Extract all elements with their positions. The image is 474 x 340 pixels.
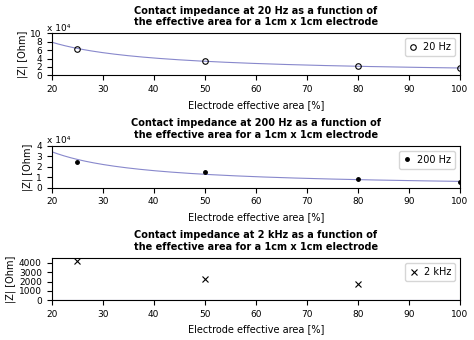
- Legend: 20 Hz: 20 Hz: [405, 38, 455, 56]
- Legend: 200 Hz: 200 Hz: [399, 151, 455, 169]
- Y-axis label: |Z| [Ohm]: |Z| [Ohm]: [23, 143, 33, 190]
- Title: Contact impedance at 200 Hz as a function of
the effective area for a 1cm x 1cm : Contact impedance at 200 Hz as a functio…: [131, 118, 381, 139]
- Text: x 10⁴: x 10⁴: [47, 24, 71, 33]
- Y-axis label: |Z| [Ohm]: |Z| [Ohm]: [17, 31, 27, 78]
- X-axis label: Electrode effective area [%]: Electrode effective area [%]: [188, 212, 324, 222]
- X-axis label: Electrode effective area [%]: Electrode effective area [%]: [188, 324, 324, 335]
- Legend: 2 kHz: 2 kHz: [405, 263, 455, 281]
- Text: x 10⁴: x 10⁴: [47, 136, 71, 146]
- Y-axis label: |Z| [Ohm]: |Z| [Ohm]: [6, 256, 16, 303]
- X-axis label: Electrode effective area [%]: Electrode effective area [%]: [188, 100, 324, 109]
- Title: Contact impedance at 20 Hz as a function of
the effective area for a 1cm x 1cm e: Contact impedance at 20 Hz as a function…: [134, 5, 378, 27]
- Title: Contact impedance at 2 kHz as a function of
the effective area for a 1cm x 1cm e: Contact impedance at 2 kHz as a function…: [134, 231, 378, 252]
